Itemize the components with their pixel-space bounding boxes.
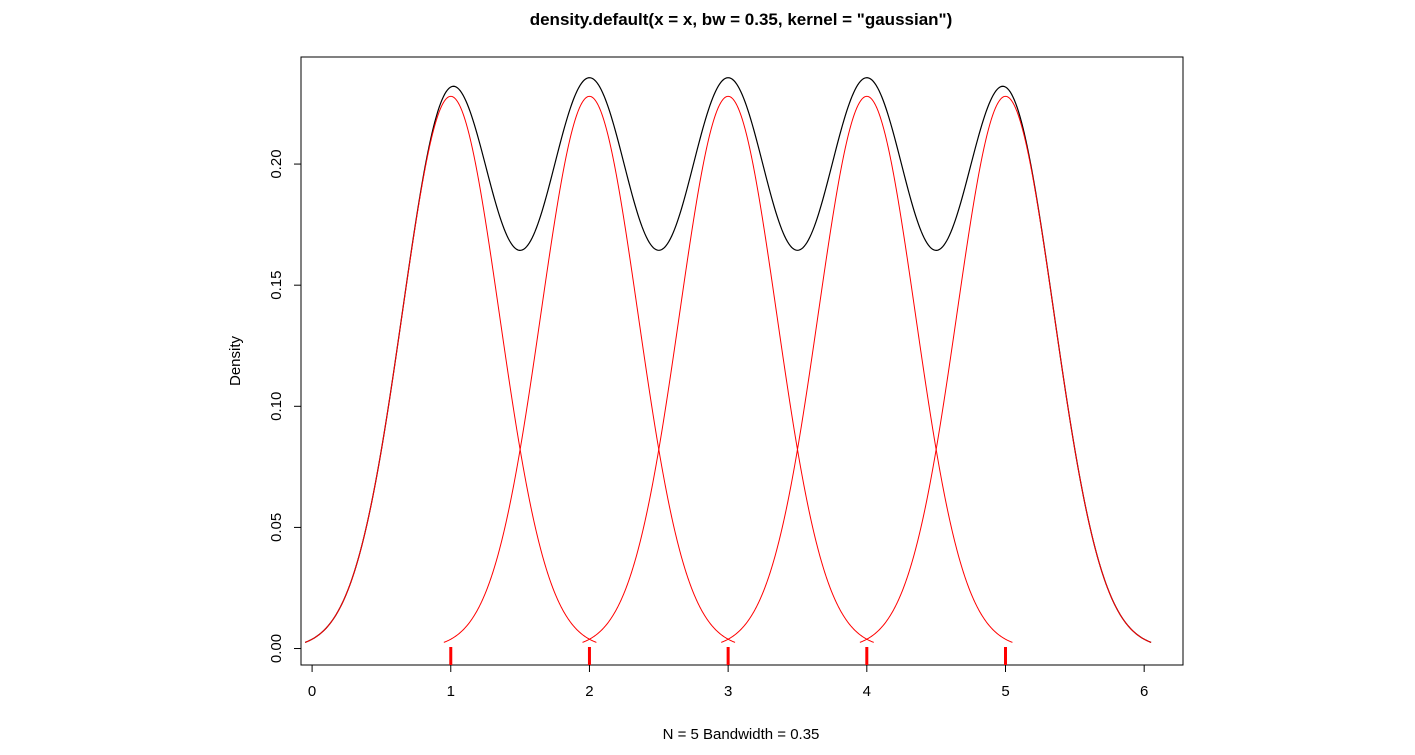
x-tick-label: 5	[1001, 683, 1009, 700]
y-tick-label: 0.15	[268, 271, 285, 300]
x-tick-label: 1	[447, 683, 455, 700]
y-tick-label: 0.10	[268, 392, 285, 421]
kernel-curve-1	[304, 95, 597, 643]
kernel-curve-5	[859, 95, 1152, 643]
x-tick-label: 4	[863, 683, 871, 700]
y-tick-label: 0.00	[268, 634, 285, 663]
chart-title: density.default(x = x, bw = 0.35, kernel…	[530, 10, 953, 29]
plot-frame	[300, 56, 1184, 666]
y-tick-label: 0.05	[268, 513, 285, 542]
series-layer	[304, 77, 1152, 643]
kernel-curve-4	[721, 95, 1013, 643]
density-curve	[304, 77, 1152, 643]
x-axis-label: N = 5 Bandwidth = 0.35	[663, 726, 820, 743]
kernel-curve-3	[582, 95, 874, 643]
x-axis: 0 1 2 3 4 5 6	[308, 664, 1148, 700]
y-tick-label: 0.20	[268, 149, 285, 178]
y-axis: 0.00 0.05 0.10 0.15 0.20	[268, 149, 302, 663]
kernel-curve-2	[443, 95, 736, 643]
y-axis-label: Density	[227, 335, 244, 386]
x-tick-label: 3	[724, 683, 732, 700]
rug-layer	[449, 647, 1007, 665]
x-tick-label: 6	[1140, 683, 1148, 700]
x-tick-label: 0	[308, 683, 316, 700]
x-tick-label: 2	[585, 683, 593, 700]
